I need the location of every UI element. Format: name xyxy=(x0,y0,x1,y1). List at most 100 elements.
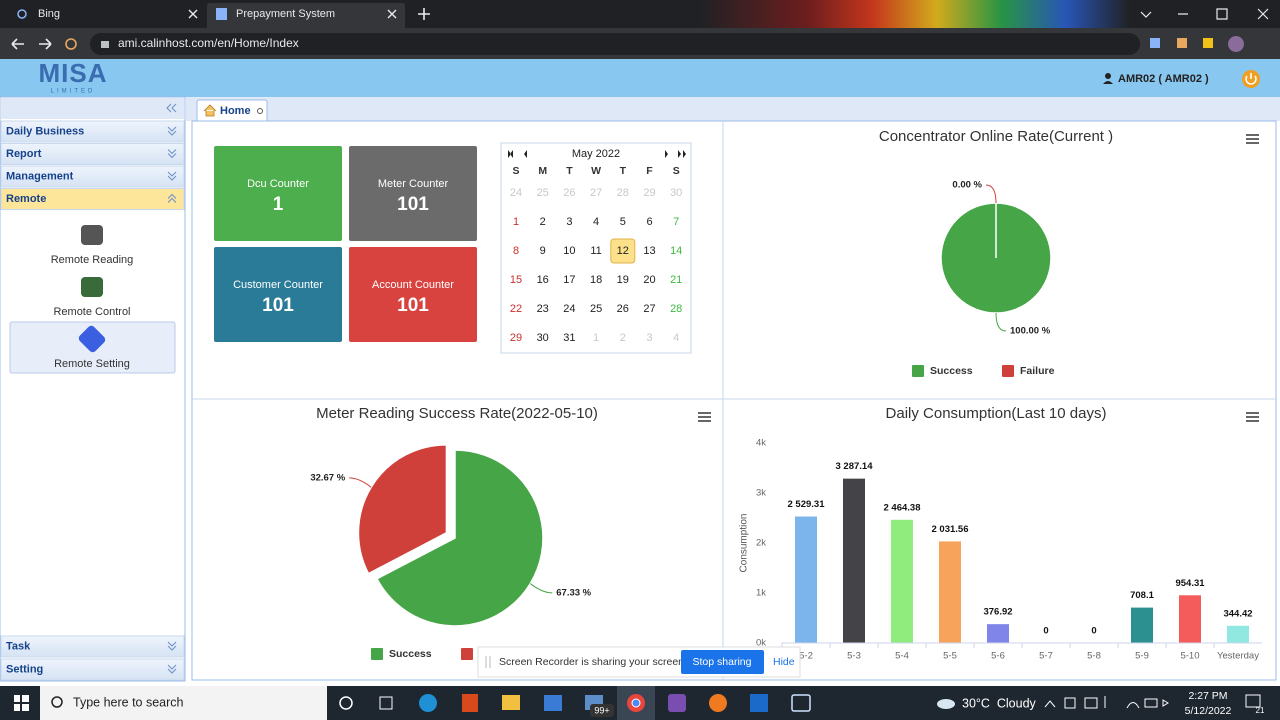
calendar-day[interactable]: 4 xyxy=(593,216,599,228)
bar[interactable] xyxy=(939,541,961,643)
calendar-day[interactable]: 13 xyxy=(643,245,655,257)
calendar-day[interactable]: 19 xyxy=(617,274,629,286)
calendar-day[interactable]: 27 xyxy=(590,187,602,199)
counter-tile[interactable] xyxy=(214,146,342,241)
bar[interactable] xyxy=(891,519,913,643)
search-placeholder[interactable]: Type here to search xyxy=(73,695,184,709)
legend-label[interactable]: Success xyxy=(930,365,973,377)
hide-button[interactable]: Hide xyxy=(773,656,795,668)
calendar-day[interactable]: 7 xyxy=(673,216,679,228)
calendar-day[interactable]: 25 xyxy=(590,303,602,315)
calendar-day[interactable]: 24 xyxy=(510,187,522,199)
bar[interactable] xyxy=(1131,607,1153,643)
calendar-day[interactable]: 16 xyxy=(537,274,549,286)
url[interactable]: ami.calinhost.com/en/Home/Index xyxy=(118,36,299,50)
task-view[interactable] xyxy=(379,696,393,710)
calendar-day[interactable]: 14 xyxy=(670,245,682,257)
calendar-day[interactable]: 26 xyxy=(563,187,575,199)
reload[interactable] xyxy=(65,38,77,50)
tab-title[interactable]: Prepayment System xyxy=(236,8,335,20)
menu-row[interactable] xyxy=(0,143,185,165)
app-explorer[interactable] xyxy=(502,695,520,710)
search-box[interactable] xyxy=(40,686,327,720)
counter-tile[interactable] xyxy=(349,247,477,342)
calendar-day[interactable]: 30 xyxy=(670,187,682,199)
calendar-day[interactable]: 29 xyxy=(510,332,522,344)
clock-time[interactable]: 2:27 PM xyxy=(1188,690,1227,702)
tray-icons[interactable] xyxy=(1064,696,1169,709)
calendar-day[interactable]: 31 xyxy=(563,332,575,344)
legend-label[interactable]: Failure xyxy=(1020,365,1055,377)
calendar-day[interactable]: 12 xyxy=(617,245,629,257)
user-name[interactable]: AMR02 ( AMR02 ) xyxy=(1118,73,1209,85)
app-store[interactable] xyxy=(544,695,562,711)
calendar-day[interactable]: 3 xyxy=(566,216,572,228)
calendar-day[interactable]: 24 xyxy=(563,303,575,315)
chart-menu[interactable] xyxy=(698,134,1259,422)
bar[interactable] xyxy=(843,478,865,643)
window-controls[interactable] xyxy=(1140,8,1269,20)
extension[interactable] xyxy=(1177,38,1187,48)
menu-row[interactable] xyxy=(0,120,185,143)
tab-title[interactable]: Bing xyxy=(38,8,60,20)
address-bar[interactable] xyxy=(90,33,1140,55)
home-tab-label[interactable]: Home xyxy=(220,105,251,117)
start-button[interactable] xyxy=(14,695,29,711)
counter-tile[interactable] xyxy=(214,247,342,342)
app-office[interactable] xyxy=(462,694,478,712)
calendar-day[interactable]: 5 xyxy=(620,216,626,228)
calendar-day[interactable]: 27 xyxy=(643,303,655,315)
calendar-day[interactable]: 30 xyxy=(537,332,549,344)
legend-label[interactable]: Success xyxy=(389,648,432,660)
calendar-day[interactable]: 2 xyxy=(620,332,626,344)
app-outlook[interactable] xyxy=(750,694,768,712)
calendar-day[interactable]: 23 xyxy=(537,303,549,315)
calendar-day[interactable]: 10 xyxy=(563,245,575,257)
calendar-day[interactable]: 25 xyxy=(537,187,549,199)
bar[interactable] xyxy=(1227,625,1249,643)
calendar-day[interactable]: 11 xyxy=(590,245,601,257)
notification-icon[interactable] xyxy=(1245,694,1261,708)
clock-date[interactable]: 5/12/2022 xyxy=(1185,705,1232,717)
active-tab[interactable] xyxy=(207,3,405,28)
calendar-day[interactable]: 29 xyxy=(643,187,655,199)
calendar-day[interactable]: 28 xyxy=(670,303,682,315)
bar[interactable] xyxy=(1179,595,1201,643)
collapse[interactable] xyxy=(166,103,177,113)
calendar-day[interactable]: 20 xyxy=(643,274,655,286)
calendar-day[interactable]: 21 xyxy=(670,274,682,286)
extension[interactable] xyxy=(1150,38,1160,48)
tray-expand[interactable] xyxy=(1044,700,1056,708)
menu-row[interactable] xyxy=(0,658,185,681)
calendar-day[interactable]: 26 xyxy=(617,303,629,315)
bar[interactable] xyxy=(987,624,1009,643)
counter-tile[interactable] xyxy=(349,146,477,241)
calendar-day[interactable]: 9 xyxy=(540,245,546,257)
profile[interactable] xyxy=(1228,36,1244,52)
calendar-day[interactable]: 8 xyxy=(513,245,519,257)
menu-row[interactable] xyxy=(0,635,185,658)
stop-sharing-label[interactable]: Stop sharing xyxy=(693,656,752,668)
calendar-day[interactable]: 4 xyxy=(673,332,679,344)
calendar-day[interactable]: 18 xyxy=(590,274,602,286)
nav-buttons[interactable] xyxy=(11,38,52,50)
app-recorder[interactable] xyxy=(791,694,811,712)
calendar-day[interactable]: 1 xyxy=(593,332,599,344)
refresh-icon[interactable] xyxy=(257,108,263,114)
calendar-day[interactable]: 3 xyxy=(646,332,652,344)
item-label[interactable]: Remote Setting xyxy=(54,358,130,370)
cortana[interactable] xyxy=(339,696,353,710)
calendar-day[interactable]: 17 xyxy=(563,274,575,286)
new-tab[interactable] xyxy=(418,8,430,20)
app-firefox[interactable] xyxy=(709,694,727,712)
item-label[interactable]: Remote Reading xyxy=(51,254,134,266)
tab-close[interactable] xyxy=(387,9,397,19)
calendar-day[interactable]: 15 xyxy=(510,274,522,286)
item-label[interactable]: Remote Control xyxy=(53,306,130,318)
menu-row[interactable] xyxy=(0,165,185,188)
extension[interactable] xyxy=(1203,38,1213,48)
menu-row[interactable] xyxy=(0,188,185,210)
calendar-day[interactable]: 1 xyxy=(513,216,519,228)
bar[interactable] xyxy=(795,516,817,643)
app-pdf[interactable] xyxy=(668,694,686,712)
